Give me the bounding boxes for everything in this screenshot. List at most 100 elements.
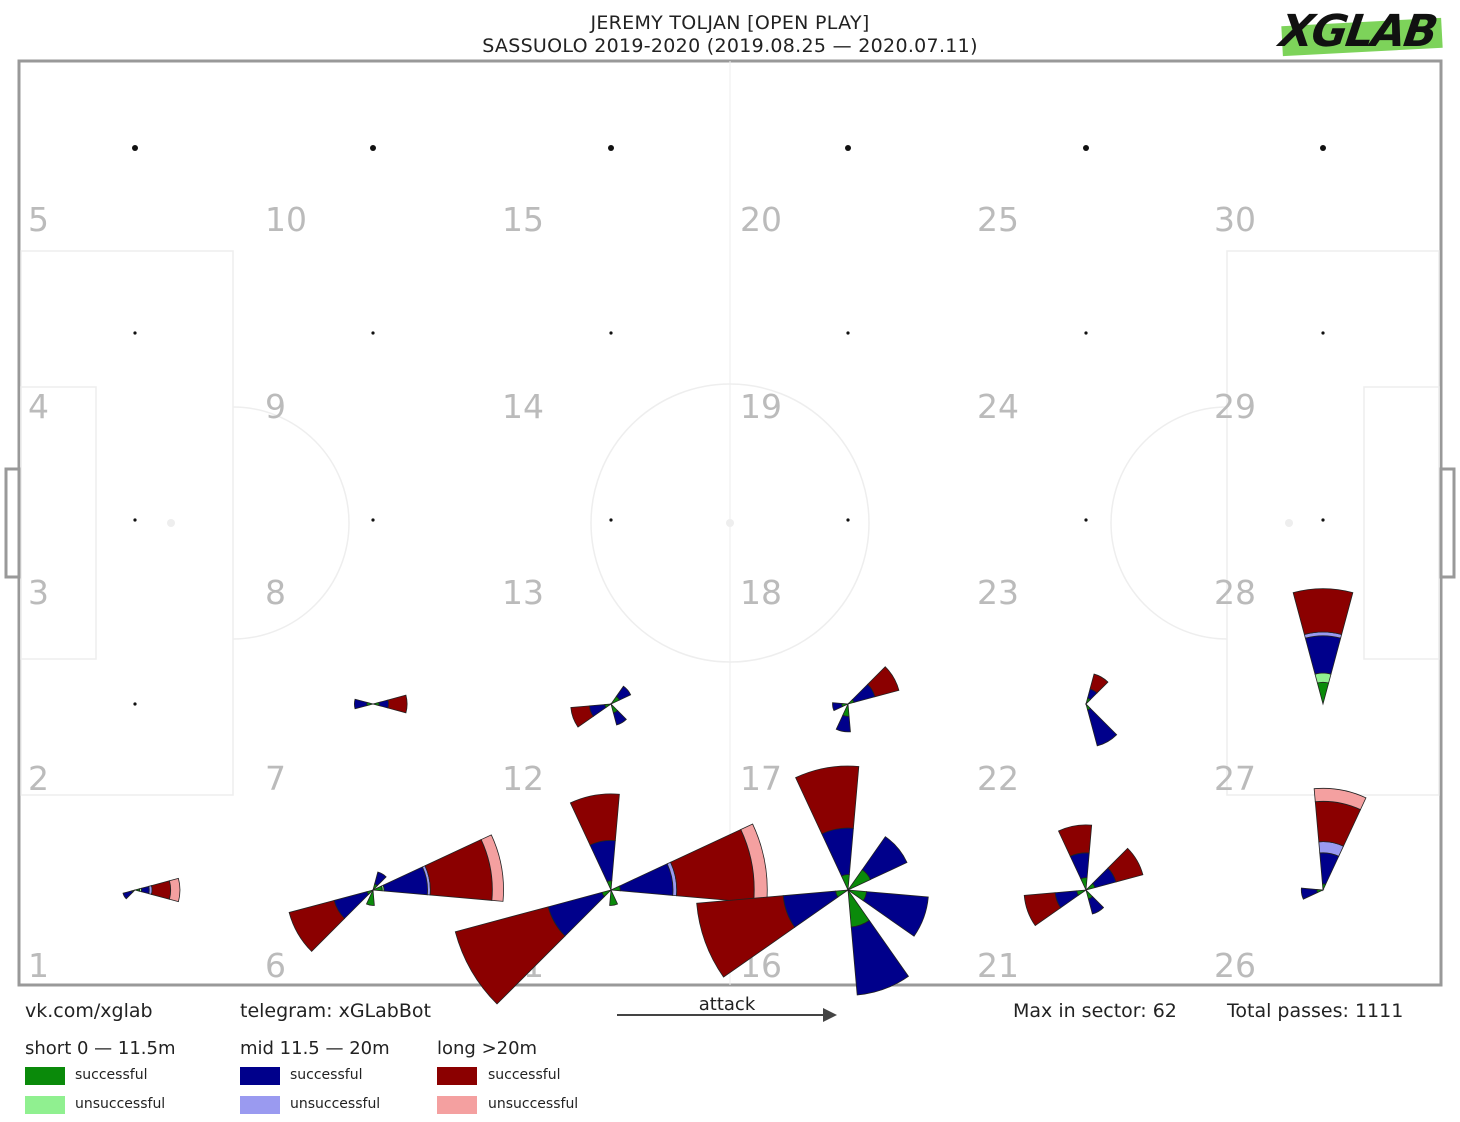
- sector-label-6: 6: [265, 946, 286, 985]
- rose-16-0-long-successful: [696, 895, 796, 978]
- rose-7-0-long-successful: [387, 694, 408, 714]
- vk-link[interactable]: vk.com/xglab: [25, 1000, 153, 1022]
- legend-short-success-label: successful: [75, 1067, 148, 1083]
- sector-label-4: 4: [28, 387, 49, 426]
- rose-16-1-short-successful: [840, 874, 850, 892]
- rose-6-2-mid-successful: [374, 871, 387, 887]
- rose-21-3-mid-successful: [1087, 896, 1105, 915]
- rose-12-1-mid-successful: [615, 685, 632, 701]
- rose-6-1-long-successful: [288, 899, 346, 952]
- rose-11-0-short-successful: [609, 885, 621, 892]
- legend-mid-success-label: successful: [290, 1067, 363, 1083]
- rose-zone-6: [288, 834, 504, 952]
- rose-12-2-mid-successful: [612, 710, 627, 726]
- rose-22-1-long-successful: [1089, 673, 1109, 694]
- rose-6-0-long-unsuccessful: [480, 834, 504, 902]
- rose-27-0-short-successful: [1316, 681, 1330, 706]
- sector-label-26: 26: [1214, 946, 1256, 985]
- rose-11-0-long-successful: [670, 828, 755, 903]
- pass-roses: [122, 588, 1367, 1005]
- rose-21-0-short-successful: [1080, 877, 1088, 892]
- zone-mark-23: [1084, 518, 1088, 522]
- zone-mark-3: [133, 518, 137, 522]
- rose-zone-27: [1292, 588, 1354, 706]
- legend-long-success-label: successful: [488, 1067, 561, 1083]
- rose-zone-17: [832, 666, 900, 733]
- rose-11-2-mid-successful: [589, 840, 616, 883]
- rose-16-2-mid-successful: [861, 836, 908, 881]
- attack-arrow: attack: [617, 994, 837, 1024]
- sector-label-7: 7: [265, 759, 286, 798]
- rose-17-2-mid-successful: [832, 702, 843, 712]
- legend-long-fail-swatch: [437, 1096, 477, 1114]
- sector-label-24: 24: [977, 387, 1019, 426]
- sector-label-22: 22: [977, 759, 1019, 798]
- sector-label-10: 10: [265, 200, 307, 239]
- zone-mark-19: [846, 331, 850, 335]
- rose-7-0-mid-successful: [378, 699, 389, 709]
- rose-21-0-mid-successful: [1069, 852, 1090, 880]
- rose-7-1-mid-successful: [354, 698, 368, 710]
- sector-label-23: 23: [977, 573, 1019, 612]
- legend-mid-success-swatch: [240, 1067, 280, 1085]
- rose-zone-12: [570, 685, 632, 728]
- rose-1-0-long-successful: [150, 880, 172, 900]
- rose-26-0-long-unsuccessful: [1313, 787, 1367, 811]
- total-passes: Total passes: 1111: [1227, 1000, 1404, 1022]
- rose-17-1-mid-successful: [835, 714, 851, 733]
- zone-mark-24: [1084, 331, 1088, 335]
- legend-long-label: long >20m: [437, 1038, 538, 1059]
- rose-6-0-mid-successful: [382, 866, 428, 896]
- sector-label-29: 29: [1214, 387, 1256, 426]
- sector-label-3: 3: [28, 573, 49, 612]
- rose-zone-22: [1085, 673, 1118, 747]
- rose-11-1-long-successful: [454, 906, 566, 1005]
- sector-label-12: 12: [502, 759, 544, 798]
- legend-long-success-swatch: [437, 1067, 477, 1085]
- zone-mark-18: [846, 518, 850, 522]
- zone-mark-20: [845, 145, 851, 151]
- rose-26-0-short-successful: [1322, 883, 1327, 892]
- zone-mark-13: [609, 518, 613, 522]
- sector-label-15: 15: [502, 200, 544, 239]
- rose-26-0-mid-successful: [1319, 852, 1340, 885]
- rose-22-0-mid-successful: [1087, 707, 1118, 747]
- sector-label-25: 25: [977, 200, 1019, 239]
- rose-26-1-short-successful: [1316, 889, 1325, 894]
- zone-mark-14: [609, 331, 613, 335]
- chart-subtitle: SASSUOLO 2019-2020 (2019.08.25 — 2020.07…: [482, 35, 978, 57]
- rose-11-0-mid-successful: [618, 863, 674, 896]
- zone-mark-8: [371, 518, 375, 522]
- sector-label-19: 19: [740, 387, 782, 426]
- rose-16-1-mid-successful: [821, 827, 854, 877]
- zone-mark-5: [132, 145, 138, 151]
- rose-17-0-long-successful: [867, 666, 900, 698]
- rose-27-0-mid-successful: [1304, 635, 1342, 675]
- rose-16-3-mid-successful: [862, 891, 929, 937]
- rose-6-0-long-successful: [424, 839, 493, 901]
- legend-mid-fail-swatch: [240, 1096, 280, 1114]
- zone-mark-2: [133, 702, 137, 706]
- rose-1-0-short-successful: [133, 888, 141, 892]
- sector-label-8: 8: [265, 573, 286, 612]
- rose-27-0-short-unsuccessful: [1314, 672, 1332, 684]
- legend-short-fail-label: unsuccessful: [75, 1096, 166, 1112]
- legend-long-fail-label: unsuccessful: [488, 1096, 579, 1112]
- rose-12-0-long-successful: [570, 705, 594, 728]
- sector-labels: 1234567891011121314151617181920212223242…: [28, 200, 1256, 985]
- sector-label-14: 14: [502, 387, 544, 426]
- legend-short-label: short 0 — 11.5m: [25, 1038, 176, 1059]
- legend-short-success-swatch: [25, 1067, 65, 1085]
- rose-11-3-short-successful: [609, 888, 619, 906]
- telegram-link[interactable]: telegram: xGLabBot: [240, 1000, 431, 1022]
- rose-21-1-long-successful: [1107, 847, 1144, 883]
- sector-label-20: 20: [740, 200, 782, 239]
- zone-mark-29: [1321, 331, 1325, 335]
- rose-zone-26: [1300, 787, 1367, 900]
- zone-mark-28: [1321, 518, 1325, 522]
- rose-zone-1: [122, 877, 181, 903]
- rose-6-3-short-successful: [365, 888, 375, 906]
- rose-26-1-mid-successful: [1300, 887, 1318, 900]
- pitch-lines: [4, 59, 1456, 987]
